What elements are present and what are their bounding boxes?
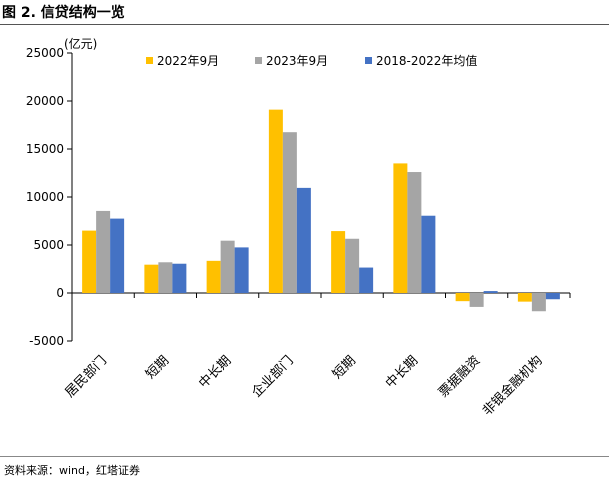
y-tick-label: 5000 [33, 238, 64, 252]
bar-3-8 [545, 293, 560, 300]
y-tick-label: -5000 [29, 334, 64, 348]
x-tick-label: 居民部门 [63, 353, 110, 400]
bar-3-4 [296, 187, 311, 293]
legend-label-3: 2018-2022年均值 [376, 53, 477, 68]
bar-1-6 [393, 163, 408, 293]
x-tick-label: 企业部门 [249, 353, 297, 401]
bar-1-1 [82, 230, 97, 293]
bar-3-1 [110, 218, 125, 293]
figure-title: 图 2. 信贷结构一览 [2, 5, 125, 21]
bar-1-3 [206, 260, 221, 293]
source-note: 资料来源：wind，红塔证券 [4, 464, 141, 477]
y-tick-label: 0 [56, 286, 64, 300]
x-tick-label: 票据融资 [436, 353, 483, 400]
bar-3-3 [234, 247, 249, 293]
bar-1-2 [144, 264, 159, 293]
bar-1-8 [517, 293, 532, 302]
chart-legend: 2022年9月 2023年9月 2018-2022年均值 [146, 53, 477, 68]
y-tick-label: 20000 [26, 94, 64, 108]
bar-2-2 [158, 262, 173, 293]
bar-2-8 [531, 293, 546, 312]
source-divider [0, 456, 609, 457]
legend-swatch-3 [365, 57, 372, 64]
y-tick-label: 10000 [26, 190, 64, 204]
bar-2-6 [407, 172, 422, 293]
legend-swatch-1 [146, 57, 153, 64]
y-tick-label: 25000 [26, 46, 64, 60]
bar-3-6 [421, 215, 436, 293]
bar-2-7 [469, 293, 484, 307]
title-divider [0, 24, 609, 25]
chart-bars [82, 109, 560, 312]
bar-3-7 [483, 291, 498, 293]
bar-2-1 [96, 210, 111, 293]
x-tick-label: 中长期 [383, 353, 421, 391]
x-tick-label: 短期 [143, 353, 172, 382]
bar-3-2 [172, 263, 187, 293]
bar-1-4 [268, 109, 283, 293]
legend-swatch-2 [255, 57, 262, 64]
x-tick-label: 非银金融机构 [479, 353, 545, 419]
bar-1-5 [331, 231, 346, 293]
bar-1-7 [455, 293, 470, 302]
legend-label-2: 2023年9月 [266, 54, 328, 68]
y-unit-label: (亿元) [64, 36, 97, 51]
bar-2-4 [282, 132, 297, 293]
y-tick-label: 15000 [26, 142, 64, 156]
x-tick-label: 中长期 [196, 353, 234, 391]
legend-label-1: 2022年9月 [157, 54, 219, 68]
bar-2-5 [345, 238, 360, 293]
x-tick-label: 短期 [330, 353, 359, 382]
credit-structure-bar-chart: -5000 0 5000 10000 15000 20000 25000(亿元) 居民部门 短期… [26, 36, 571, 419]
bar-2-3 [220, 240, 235, 293]
bar-3-5 [359, 267, 374, 293]
